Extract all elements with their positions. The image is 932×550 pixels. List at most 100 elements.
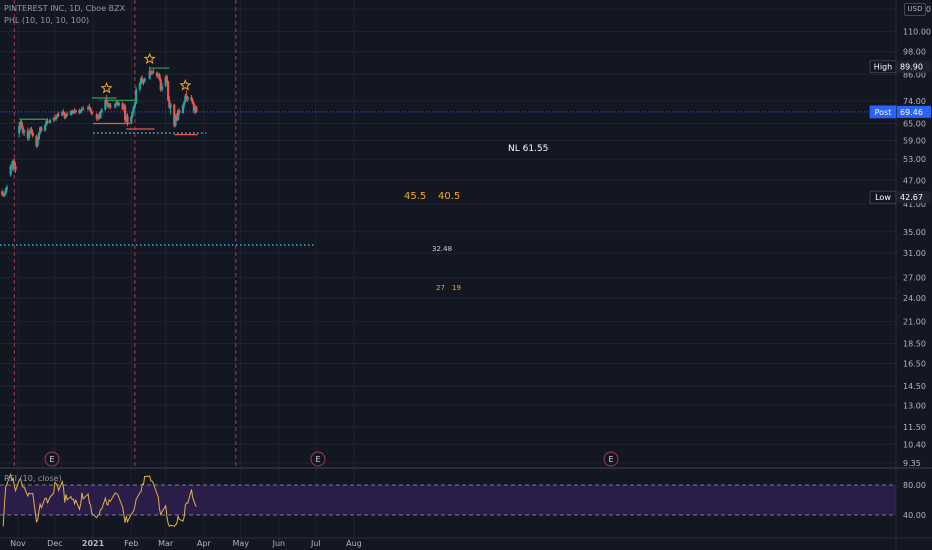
candle-body xyxy=(63,113,66,118)
candle-body xyxy=(168,99,171,108)
earnings-marker[interactable] xyxy=(603,451,619,467)
candle-body xyxy=(169,104,172,108)
earnings-marker[interactable] xyxy=(310,451,326,467)
y-tick-label: 86.00 xyxy=(903,70,926,79)
candle-body xyxy=(139,78,143,84)
candle-body xyxy=(125,116,128,121)
candle-body xyxy=(157,74,160,77)
candle-body xyxy=(3,193,6,196)
candle-body xyxy=(36,138,39,146)
rsi-label: RSI (10, close) xyxy=(4,474,62,483)
candle-body xyxy=(123,105,127,121)
candle-body xyxy=(174,116,177,126)
price-tag-value: 42.67 xyxy=(900,193,923,202)
candle-body xyxy=(66,114,69,116)
candle-body xyxy=(79,110,82,114)
candle-body xyxy=(106,103,109,107)
earnings-marker-text: E xyxy=(49,455,54,464)
candle-body xyxy=(89,108,92,113)
candle-body xyxy=(95,114,98,119)
candle-body xyxy=(23,130,26,133)
y-tick-label: 16.50 xyxy=(903,360,926,369)
candle-body xyxy=(61,111,64,116)
candle-body xyxy=(122,105,125,110)
price-tag-label: Post xyxy=(875,108,892,117)
grid-lines xyxy=(0,0,896,540)
candle-body xyxy=(151,71,154,75)
candle-body xyxy=(183,102,186,106)
candle-body xyxy=(133,103,136,108)
candle-body xyxy=(29,128,32,134)
candle-body xyxy=(82,108,85,110)
candle-body xyxy=(117,103,120,106)
candle-body xyxy=(132,107,135,112)
x-tick-label: Nov xyxy=(10,539,26,548)
candle-body xyxy=(46,120,49,123)
candle-body xyxy=(57,114,60,116)
candle-body xyxy=(21,127,25,133)
candle-body xyxy=(96,115,100,119)
price-tag-value: 89.90 xyxy=(900,63,923,72)
candle-body xyxy=(99,111,102,119)
candle-body xyxy=(148,71,151,79)
candle-body xyxy=(141,78,144,83)
candle-body xyxy=(45,120,48,126)
earnings-marker[interactable] xyxy=(44,451,60,467)
y-tick-label: 21.00 xyxy=(903,317,926,326)
rsi-line xyxy=(2,472,197,528)
star-marker xyxy=(143,52,156,64)
x-tick-label: Jul xyxy=(310,539,321,548)
candle-body xyxy=(52,118,55,120)
y-tick-label: 74.00 xyxy=(903,97,926,106)
x-tick-label: Apr xyxy=(197,539,212,548)
price-tag-label: High xyxy=(874,63,892,72)
candle-body xyxy=(116,102,119,106)
candle-body xyxy=(43,125,47,131)
candle-body xyxy=(74,110,77,113)
small-label-2: 19 xyxy=(452,284,461,292)
candle-body xyxy=(80,108,84,111)
price-tag-label-box xyxy=(869,190,897,204)
candle-body xyxy=(10,165,13,169)
candle-body xyxy=(27,133,31,139)
candle-body xyxy=(56,114,59,117)
y-tick-label: 24.00 xyxy=(903,294,926,303)
candle-body xyxy=(192,103,196,112)
candle-body xyxy=(104,100,107,110)
star-marker xyxy=(179,79,192,91)
candle-body xyxy=(173,104,176,126)
candle-body xyxy=(126,116,129,124)
candle-body xyxy=(152,71,155,73)
candle-body xyxy=(114,104,117,108)
star-marker xyxy=(100,81,113,94)
candle-body xyxy=(121,103,124,110)
y-tick-label: 10.40 xyxy=(903,440,926,449)
candle-body xyxy=(4,189,7,194)
candle-body xyxy=(62,111,65,114)
y-tick-label: 11.50 xyxy=(903,423,926,432)
candle-body xyxy=(105,100,108,104)
rsi-tick-label: 40.00 xyxy=(903,511,926,520)
x-tick-label: Feb xyxy=(124,539,138,548)
y-tick-label: 59.00 xyxy=(903,136,926,145)
x-tick-label: Jun xyxy=(272,539,286,548)
y-tick-label: 110.00 xyxy=(903,27,931,36)
candle-body xyxy=(2,193,5,196)
candle-body xyxy=(19,121,22,127)
candle-body xyxy=(155,72,159,77)
currency-button[interactable]: USD xyxy=(904,3,926,16)
price-tags: High 89.90 Post 69.46 Low 42.67 xyxy=(869,60,931,204)
candle-body xyxy=(164,76,167,86)
earnings-marker-text: E xyxy=(315,455,320,464)
candle-body xyxy=(55,116,58,120)
rsi-band xyxy=(0,485,896,515)
candle-body xyxy=(158,74,161,80)
candle-body xyxy=(11,161,15,169)
candle-body xyxy=(194,107,197,112)
y-tick-label: 65.00 xyxy=(903,119,926,128)
y-tick-label: 13.00 xyxy=(903,401,926,410)
